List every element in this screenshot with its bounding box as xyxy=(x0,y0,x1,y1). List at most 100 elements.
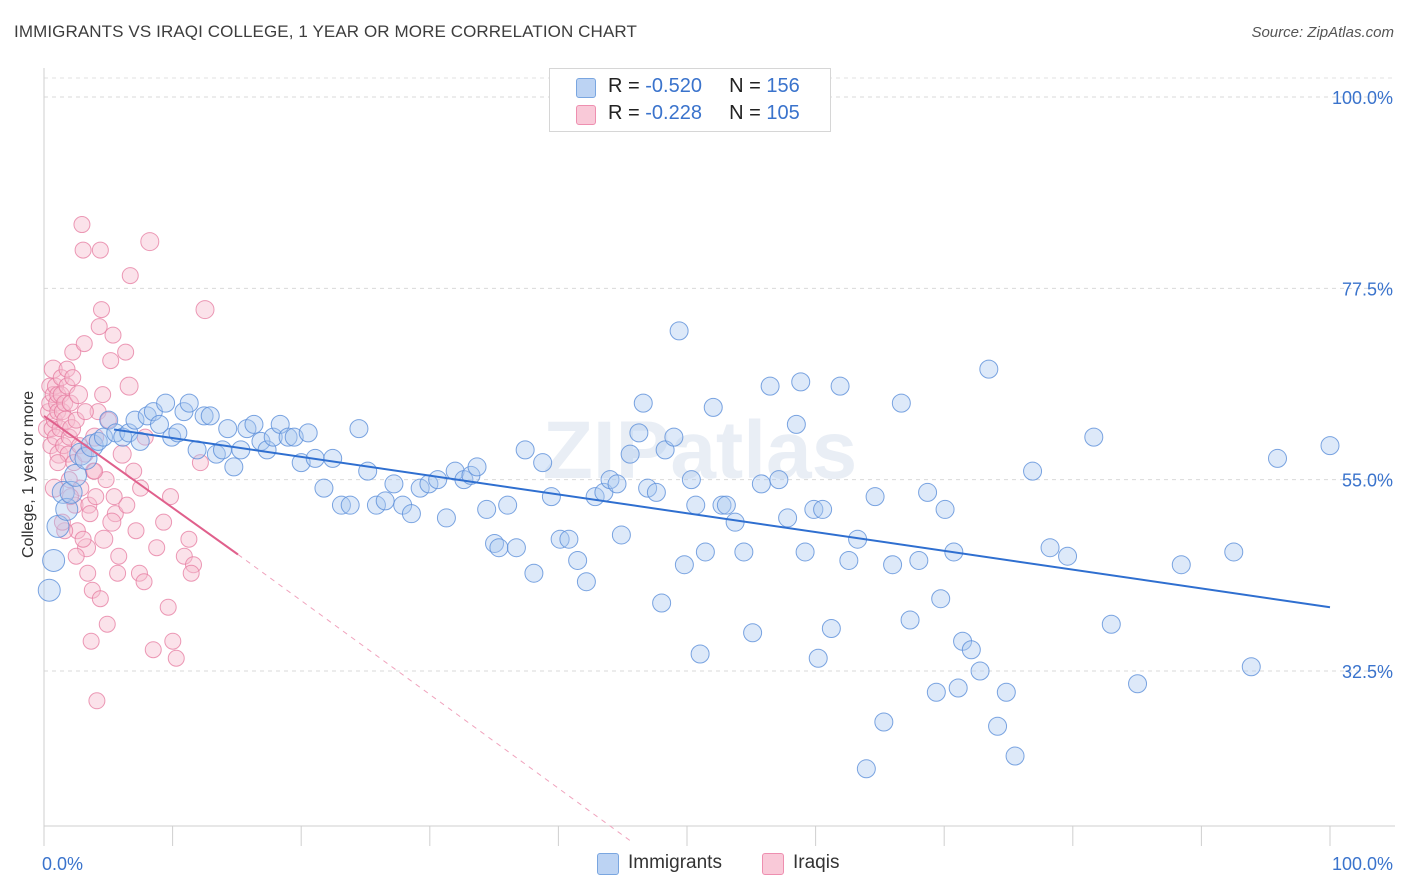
immigrants-point xyxy=(1128,674,1148,694)
immigrants-point xyxy=(743,623,763,643)
immigrants-point xyxy=(125,410,145,430)
legend-row-immigrants: R = -0.520 N = 156 xyxy=(550,74,830,100)
iraqis-point xyxy=(109,564,127,582)
iraqis-point xyxy=(182,564,200,582)
y-axis-label: College, 1 year or more xyxy=(20,390,37,558)
immigrants-point xyxy=(931,589,951,609)
iraqis-point xyxy=(97,471,115,489)
iraqis-point xyxy=(69,385,88,405)
immigrants-point xyxy=(1320,436,1340,456)
legend-r-label: R = xyxy=(608,75,646,97)
iraqis-point xyxy=(94,529,114,549)
immigrants-point xyxy=(664,427,684,447)
iraqis-point xyxy=(67,547,85,565)
iraqis-point xyxy=(162,488,179,506)
immigrants-point xyxy=(891,393,911,413)
iraqis-point xyxy=(90,318,108,336)
iraqis-point xyxy=(88,692,106,710)
grid-lines xyxy=(44,77,1395,672)
immigrants-point xyxy=(856,759,876,779)
immigrants-point xyxy=(506,538,526,558)
iraqis-point xyxy=(77,538,97,558)
immigrants-point xyxy=(786,414,806,434)
iraqis-point xyxy=(127,522,145,540)
immigrants-point xyxy=(681,470,701,490)
immigrants-point xyxy=(1241,657,1261,677)
immigrants-point xyxy=(883,555,903,575)
immigrants-point xyxy=(63,463,87,487)
legend-swatch-immigrants xyxy=(576,78,596,98)
iraqis-point xyxy=(79,564,97,582)
iraqis-point xyxy=(118,496,136,514)
immigrants-point xyxy=(712,495,732,515)
immigrants-point xyxy=(808,648,828,668)
iraqis-point xyxy=(104,326,122,344)
iraqis-point xyxy=(102,352,120,370)
immigrants-point xyxy=(218,419,238,439)
bottom-legend-label: Iraqis xyxy=(793,852,840,873)
immigrants-point xyxy=(1171,555,1191,575)
iraqis-point xyxy=(102,512,122,532)
immigrants-point xyxy=(918,482,938,502)
correlation-legend: R = -0.520 N = 156 R = -0.228 N = 105 xyxy=(549,68,831,132)
immigrants-point xyxy=(769,470,789,490)
immigrants-point xyxy=(633,393,653,413)
immigrants-point xyxy=(760,376,780,396)
iraqis-point xyxy=(119,376,139,396)
iraqis-point xyxy=(60,471,78,489)
immigrants-point xyxy=(690,644,710,664)
chart-title: IMMIGRANTS VS IRAQI COLLEGE, 1 YEAR OR M… xyxy=(14,22,637,41)
immigrants-point xyxy=(428,470,448,490)
immigrants-point xyxy=(515,440,535,460)
immigrants-point xyxy=(874,712,894,732)
axes xyxy=(43,68,1395,846)
immigrants-point xyxy=(791,372,811,392)
immigrants-point xyxy=(568,550,588,570)
iraqis-points xyxy=(37,216,215,710)
iraqis-point xyxy=(64,343,82,361)
legend-row-iraqis: R = -0.228 N = 105 xyxy=(550,101,830,127)
immigrants-point xyxy=(1005,746,1025,766)
bottom-legend-swatch-immigrants xyxy=(597,853,619,875)
iraqis-point xyxy=(112,444,132,464)
iraqis-point xyxy=(132,479,150,497)
iraqis-point xyxy=(110,547,128,565)
immigrants-point xyxy=(839,550,859,570)
immigrants-point xyxy=(179,393,199,413)
immigrants-point xyxy=(669,321,689,341)
tick-labels: 100.0% 77.5% 55.0% 32.5% 0.0% 100.0% xyxy=(42,88,1393,874)
y-tick-label: 55.0% xyxy=(1342,471,1393,491)
immigrants-point xyxy=(244,414,264,434)
immigrants-point xyxy=(686,495,706,515)
immigrants-point xyxy=(935,499,955,519)
immigrants-point xyxy=(926,682,946,702)
immigrants-trend-line xyxy=(113,428,1331,609)
iraqis-point xyxy=(135,573,153,591)
immigrants-point xyxy=(607,474,627,494)
immigrants-point xyxy=(734,542,754,562)
immigrants-point xyxy=(865,487,885,507)
immigrants-point xyxy=(1023,461,1043,481)
iraqis-point xyxy=(93,301,110,319)
legend-r-value: -0.520 xyxy=(645,75,702,97)
legend-r-value: -0.228 xyxy=(645,102,702,124)
immigrants-point xyxy=(194,406,214,426)
immigrants-point xyxy=(751,474,771,494)
iraqis-trend-extension xyxy=(237,554,633,843)
legend-n-label: N = xyxy=(729,102,767,124)
immigrants-point xyxy=(611,525,631,545)
iraqis-point xyxy=(121,267,139,285)
immigrants-point xyxy=(961,640,981,660)
immigrants-point xyxy=(93,427,113,447)
immigrants-point xyxy=(778,508,798,528)
immigrants-point xyxy=(909,550,929,570)
immigrants-point xyxy=(830,376,850,396)
iraqis-point xyxy=(74,530,92,548)
legend-swatch-iraqis xyxy=(576,105,596,125)
immigrants-point xyxy=(821,618,841,638)
iraqis-point xyxy=(148,539,166,557)
iraqis-point xyxy=(53,513,71,531)
immigrants-point xyxy=(224,457,244,477)
iraqis-point xyxy=(73,216,91,234)
